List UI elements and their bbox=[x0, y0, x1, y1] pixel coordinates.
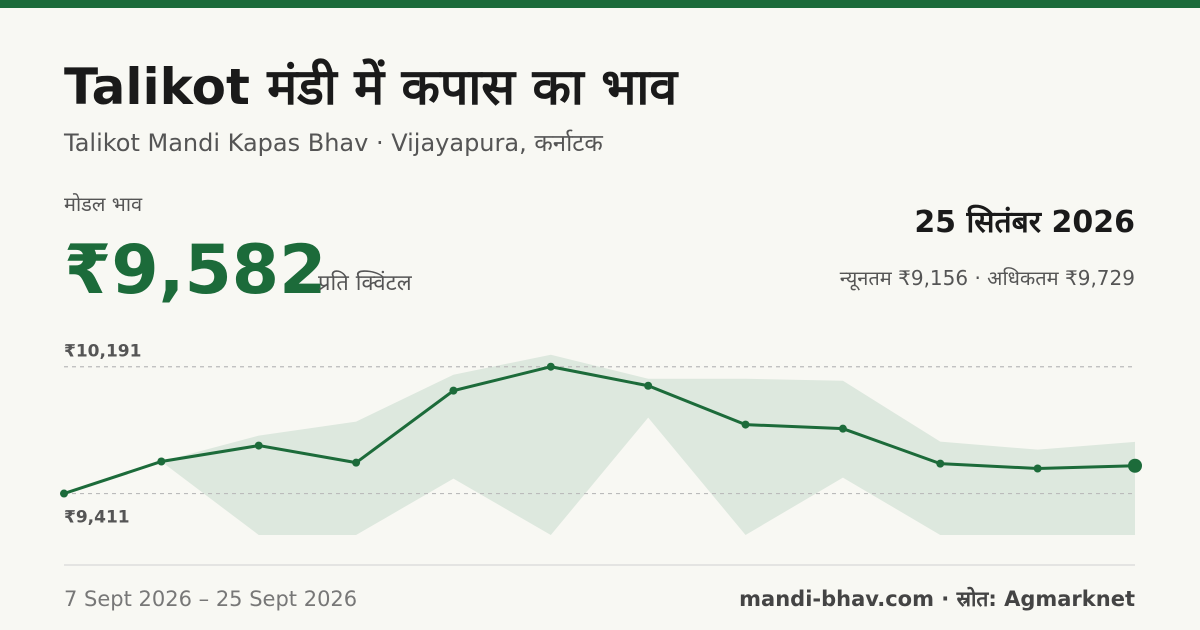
title: Talikot मंडी में कपास का भाव bbox=[64, 58, 679, 116]
point bbox=[546, 362, 555, 371]
price-date: 25 सितंबर 2026 bbox=[914, 204, 1135, 240]
y-tick-label: ₹10,191 bbox=[64, 342, 141, 362]
plot: ₹9,411 ₹10,191 bbox=[60, 342, 1142, 535]
point bbox=[1128, 458, 1142, 473]
footer-source: mandi-bhav.com · स्रोत: Agmarknet bbox=[739, 586, 1135, 611]
price-band bbox=[64, 354, 1135, 535]
top-bar bbox=[0, 0, 1200, 8]
point bbox=[254, 441, 263, 450]
point bbox=[644, 381, 653, 390]
point bbox=[352, 458, 361, 467]
point bbox=[1033, 464, 1042, 473]
point bbox=[449, 386, 458, 395]
price-line bbox=[63, 365, 1136, 495]
price-unit: प्रति क्विंटल bbox=[318, 270, 413, 296]
point bbox=[838, 424, 847, 433]
point bbox=[157, 457, 166, 466]
footer-dates: 7 Sept 2026 – 25 Sept 2026 bbox=[64, 587, 357, 611]
point bbox=[936, 459, 945, 468]
y-tick-label: ₹9,411 bbox=[64, 508, 130, 528]
subtitle: Talikot Mandi Kapas Bhav · Vijayapura, क… bbox=[63, 129, 603, 157]
price-value: ₹9,582 bbox=[64, 231, 326, 310]
point bbox=[741, 420, 750, 429]
price-range: न्यूनतम ₹9,156 · अधिकतम ₹9,729 bbox=[840, 266, 1135, 291]
price-label: मोडल भाव bbox=[64, 192, 143, 216]
point bbox=[60, 489, 68, 498]
